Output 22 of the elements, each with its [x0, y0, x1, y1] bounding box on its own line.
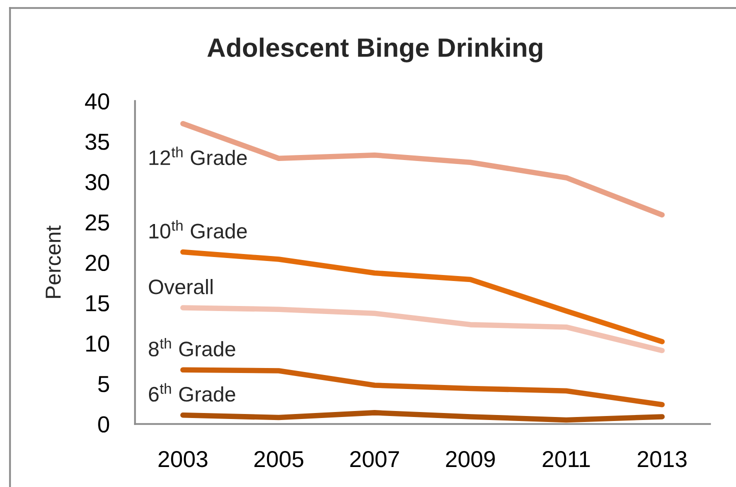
y-axis-title: Percent	[46, 226, 61, 298]
series-label: 10$^{th}$ Grade	[150, 220, 247, 239]
y-tick-label: 15	[86, 295, 110, 312]
y-tick-label: 40	[85, 93, 110, 110]
x-tick-label: 2009	[446, 450, 495, 468]
x-tick-label: 2007	[350, 450, 399, 468]
series-label: 12$^{th}$ Grade	[150, 146, 247, 166]
y-tick-label: 30	[85, 174, 110, 190]
y-tick-label: 5	[98, 376, 110, 392]
y-tick-label: 0	[98, 416, 110, 433]
y-tick-label: 20	[86, 254, 110, 272]
x-tick-label: 2011	[542, 450, 590, 468]
x-tick-label: 2003	[158, 450, 208, 468]
y-tick-label: 25	[86, 214, 110, 231]
x-tick-label: 2005	[254, 450, 304, 468]
y-tick-label: 35	[85, 134, 110, 150]
series-label: Overall	[148, 279, 213, 294]
series-label: 8$^{th}$ Grade	[148, 338, 236, 356]
y-tick-label: 10	[86, 336, 110, 352]
x-tick-label: 2013	[638, 450, 687, 468]
chart-title: Adolescent Binge Drinking	[207, 38, 542, 62]
series-label: 6$^{th}$ Grade	[148, 383, 236, 402]
